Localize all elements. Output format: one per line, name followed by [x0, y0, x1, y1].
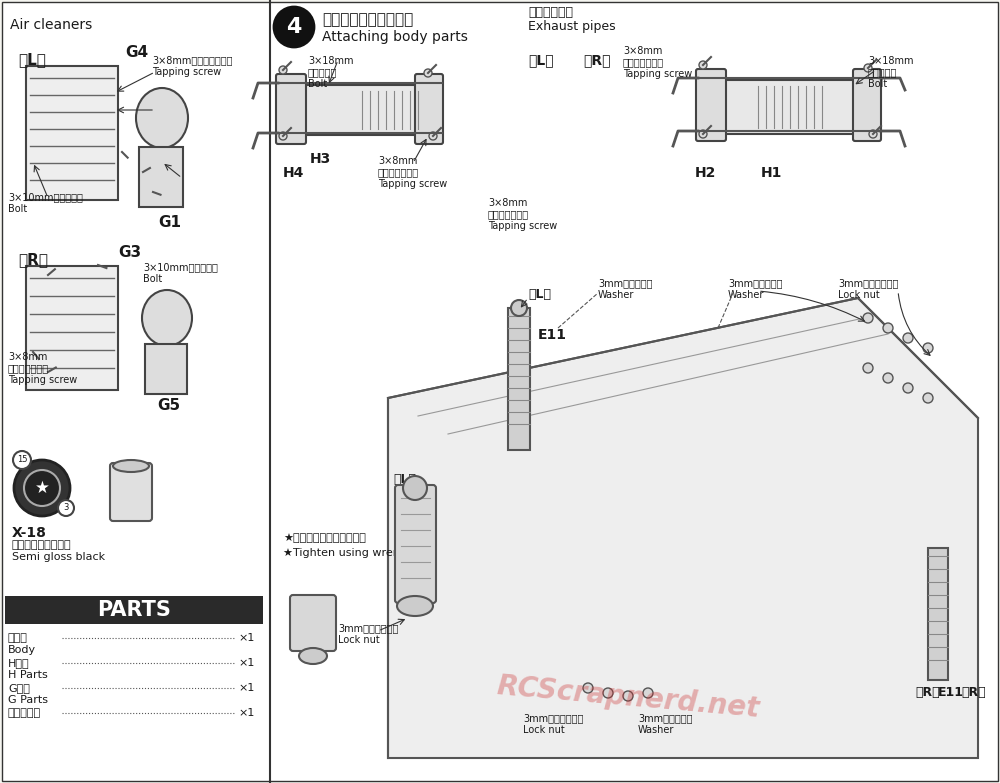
Text: 《L》: 《L》 [18, 52, 46, 67]
FancyBboxPatch shape [853, 69, 881, 141]
Text: 3mmロックナット
Lock nut: 3mmロックナット Lock nut [523, 713, 583, 734]
Text: X-18: X-18 [12, 526, 47, 540]
Text: 15: 15 [17, 456, 27, 464]
Circle shape [923, 393, 933, 403]
Ellipse shape [397, 596, 433, 616]
Circle shape [429, 132, 437, 140]
Text: 《L》: 《L》 [528, 288, 551, 301]
Text: ★: ★ [35, 479, 49, 497]
FancyBboxPatch shape [5, 596, 263, 624]
Circle shape [863, 363, 873, 373]
Circle shape [643, 688, 653, 698]
FancyBboxPatch shape [415, 74, 443, 144]
FancyBboxPatch shape [395, 485, 436, 603]
Text: H2: H2 [695, 166, 716, 180]
Text: H4: H4 [283, 166, 304, 180]
Text: Exhaust pipes: Exhaust pipes [528, 20, 616, 33]
Text: ボディ: ボディ [8, 633, 28, 643]
Circle shape [424, 69, 432, 77]
Circle shape [869, 130, 877, 138]
Text: ★レンチでしめ込みます。: ★レンチでしめ込みます。 [283, 533, 366, 543]
Text: 3: 3 [63, 503, 69, 513]
FancyBboxPatch shape [276, 74, 306, 144]
Circle shape [14, 460, 70, 516]
Text: ボディ部品の取り付け: ボディ部品の取り付け [322, 12, 413, 27]
Text: 3×10mm六角ボルト
Bolt: 3×10mm六角ボルト Bolt [8, 192, 83, 214]
Circle shape [863, 313, 873, 323]
FancyBboxPatch shape [290, 595, 336, 651]
Text: RCScrapnerd.net: RCScrapnerd.net [495, 673, 761, 723]
Text: 3×8mm
タッピングビス
Tapping screw: 3×8mm タッピングビス Tapping screw [378, 156, 447, 189]
Circle shape [403, 476, 427, 500]
Text: H1: H1 [761, 166, 782, 180]
Text: 《R》: 《R》 [961, 686, 986, 699]
Text: ステッカー: ステッカー [8, 708, 41, 718]
Circle shape [58, 500, 74, 516]
Circle shape [279, 132, 287, 140]
Text: 3×8mm
タッピングビス
Tapping screw: 3×8mm タッピングビス Tapping screw [623, 46, 692, 79]
Text: 3×18mm
六角ボルト
Bolt: 3×18mm 六角ボルト Bolt [868, 56, 914, 89]
Circle shape [603, 688, 613, 698]
Circle shape [699, 61, 707, 69]
Text: Air cleaners: Air cleaners [10, 18, 92, 32]
Circle shape [864, 64, 872, 72]
Circle shape [903, 383, 913, 393]
Text: 3mmワッシャー
Washer: 3mmワッシャー Washer [598, 278, 652, 300]
Circle shape [923, 343, 933, 353]
FancyBboxPatch shape [696, 69, 726, 141]
Text: 《L》: 《L》 [528, 53, 554, 67]
Text: G部品: G部品 [8, 683, 30, 693]
Text: 《R》: 《R》 [915, 686, 940, 699]
Circle shape [279, 66, 287, 74]
Text: H部品: H部品 [8, 658, 30, 668]
Text: 3×18mm
六角ボルト
Bolt: 3×18mm 六角ボルト Bolt [308, 56, 354, 89]
Ellipse shape [136, 88, 188, 148]
Text: 3×10mm六角ボルト
Bolt: 3×10mm六角ボルト Bolt [143, 262, 218, 283]
Text: G4: G4 [125, 45, 148, 60]
FancyBboxPatch shape [110, 463, 152, 521]
Ellipse shape [299, 648, 327, 664]
Text: 3×8mm
タッピングビス
Tapping screw: 3×8mm タッピングビス Tapping screw [488, 198, 557, 231]
Text: ★Tighten using wrench.: ★Tighten using wrench. [283, 548, 417, 558]
Text: G1: G1 [158, 215, 181, 230]
Circle shape [511, 300, 527, 316]
FancyBboxPatch shape [26, 66, 118, 200]
Text: 3mmロックナット
Lock nut: 3mmロックナット Lock nut [338, 623, 398, 644]
Circle shape [883, 323, 893, 333]
Text: Body: Body [8, 645, 36, 655]
Text: ×1: ×1 [238, 708, 254, 718]
Text: E11: E11 [938, 686, 964, 699]
FancyBboxPatch shape [928, 548, 948, 680]
Circle shape [583, 683, 593, 693]
Text: 《R》: 《R》 [18, 252, 48, 267]
FancyBboxPatch shape [145, 344, 187, 394]
Text: PARTS: PARTS [97, 600, 171, 620]
FancyBboxPatch shape [289, 85, 423, 135]
Ellipse shape [142, 290, 192, 346]
Text: ×1: ×1 [238, 658, 254, 668]
Circle shape [13, 451, 31, 469]
Text: G3: G3 [118, 245, 141, 260]
Text: 4: 4 [286, 17, 302, 37]
Circle shape [24, 470, 60, 506]
Circle shape [274, 7, 314, 47]
Text: 《L》: 《L》 [393, 473, 416, 486]
Circle shape [903, 333, 913, 343]
Text: H Parts: H Parts [8, 670, 48, 680]
Text: 《R》: 《R》 [583, 53, 610, 67]
Text: G5: G5 [157, 398, 180, 413]
Text: 《マフラー》: 《マフラー》 [528, 6, 573, 19]
Text: H3: H3 [310, 152, 331, 166]
Text: セミグロスブラック
Semi gloss black: セミグロスブラック Semi gloss black [12, 540, 105, 561]
FancyBboxPatch shape [508, 308, 530, 450]
Text: 3mmロックナット
Lock nut: 3mmロックナット Lock nut [838, 278, 898, 300]
Text: 3mmワッシャー
Washer: 3mmワッシャー Washer [638, 713, 692, 734]
Text: ×1: ×1 [238, 633, 254, 643]
Circle shape [699, 130, 707, 138]
Ellipse shape [113, 460, 149, 472]
Text: E11: E11 [538, 328, 567, 342]
Polygon shape [388, 298, 978, 758]
Text: Attaching body parts: Attaching body parts [322, 30, 468, 44]
FancyBboxPatch shape [139, 147, 183, 207]
